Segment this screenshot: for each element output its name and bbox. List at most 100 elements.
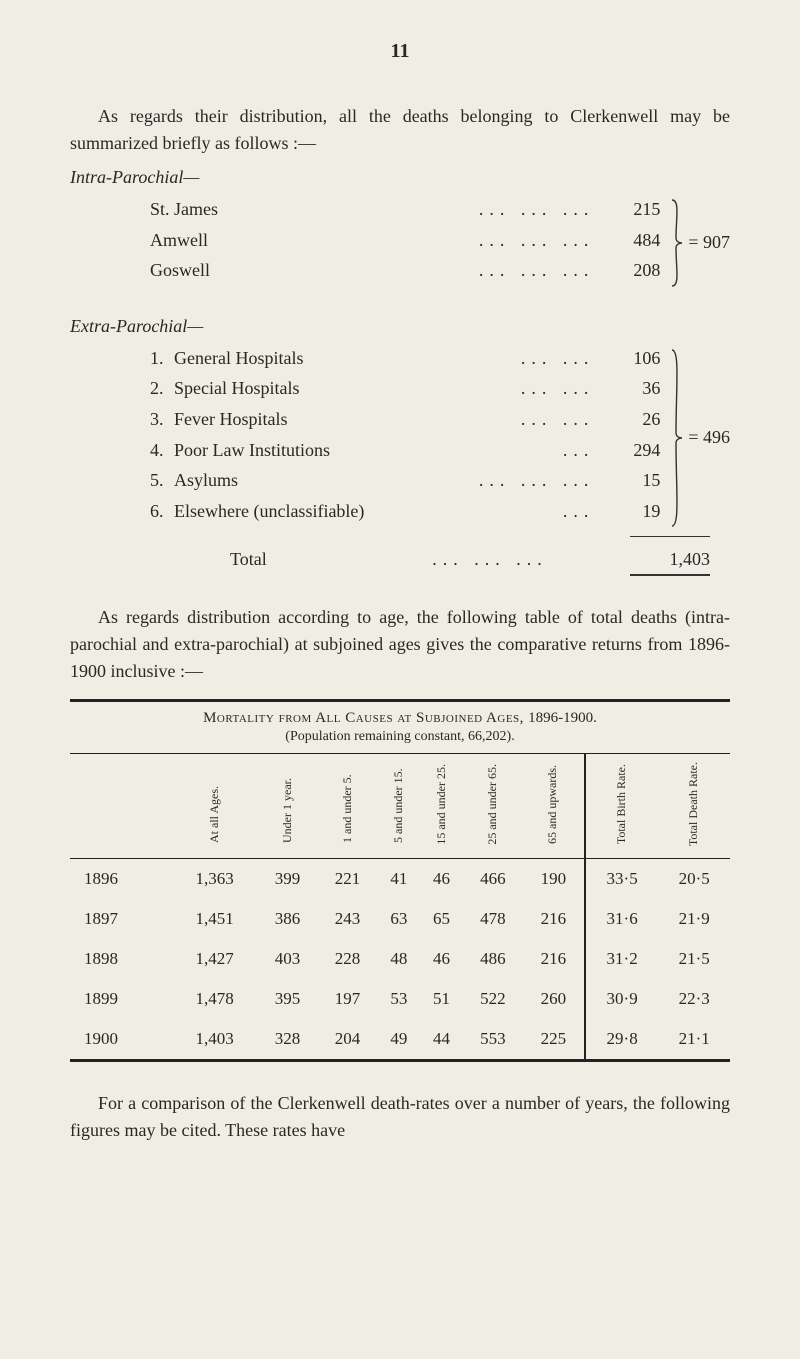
table-row: 1896 1,363 399 221 41 46 466 190 33·5 20…	[70, 859, 730, 900]
item-label: General Hospitals	[174, 343, 515, 374]
list-item: St. James ... ... ... 215	[150, 194, 670, 225]
mortality-table: At all Ages. Under 1 year. 1 and under 5…	[70, 753, 730, 1059]
extra-list: 1. General Hospitals ... ... 106 2. Spec…	[150, 343, 670, 527]
table-subtitle: (Population remaining constant, 66,202).	[70, 729, 730, 753]
paragraph-age-intro: As regards distribution according to age…	[70, 604, 730, 685]
cell: 30·9	[585, 979, 659, 1019]
cell: 41	[378, 859, 421, 900]
intra-parochial-block: St. James ... ... ... 215 Amwell ... ...…	[70, 194, 730, 292]
col-year	[70, 754, 172, 859]
grand-total-row: Total ... ... ... 1,403	[150, 549, 730, 570]
cell: 29·8	[585, 1019, 659, 1059]
list-item: 1. General Hospitals ... ... 106	[150, 343, 670, 374]
cell: 49	[378, 1019, 421, 1059]
item-label: Fever Hospitals	[174, 404, 515, 435]
cell: 553	[463, 1019, 523, 1059]
item-label: Goswell	[150, 255, 473, 286]
cell: 65	[420, 899, 463, 939]
dots: ... ... ...	[473, 465, 601, 496]
cell: 1896	[70, 859, 172, 900]
cell: 228	[318, 939, 378, 979]
item-label: Elsewhere (unclassifiable)	[174, 496, 557, 527]
col-5-15: 5 and under 15.	[378, 754, 421, 859]
item-number: 3.	[150, 404, 174, 435]
total-value: 1,403	[630, 549, 730, 570]
col-15-25: 15 and under 25.	[420, 754, 463, 859]
cell: 31·2	[585, 939, 659, 979]
list-item: 3. Fever Hospitals ... ... 26	[150, 404, 670, 435]
cell: 33·5	[585, 859, 659, 900]
table-header-row: At all Ages. Under 1 year. 1 and under 5…	[70, 754, 730, 859]
cell: 21·9	[658, 899, 730, 939]
cell: 46	[420, 859, 463, 900]
item-value: 215	[600, 194, 670, 225]
list-item: 6. Elsewhere (unclassifiable) ... 19	[150, 496, 670, 527]
table-row: 1897 1,451 386 243 63 65 478 216 31·6 21…	[70, 899, 730, 939]
extra-total: = 496	[684, 427, 730, 448]
rule-thick	[630, 574, 710, 576]
cell: 46	[420, 939, 463, 979]
dots: ... ...	[515, 373, 601, 404]
rule-short	[630, 536, 710, 537]
cell: 216	[523, 939, 585, 979]
dots: ... ...	[515, 404, 601, 435]
total-label: Total	[150, 549, 350, 570]
cell: 522	[463, 979, 523, 1019]
cell: 1900	[70, 1019, 172, 1059]
cell: 48	[378, 939, 421, 979]
col-all-ages: At all Ages.	[172, 754, 258, 859]
intra-heading: Intra-Parochial—	[70, 167, 730, 188]
dots: ... ... ...	[473, 194, 601, 225]
cell: 225	[523, 1019, 585, 1059]
cell: 221	[318, 859, 378, 900]
paragraph-closing: For a comparison of the Clerkenwell deat…	[70, 1090, 730, 1144]
cell: 1,451	[172, 899, 258, 939]
cell: 1,478	[172, 979, 258, 1019]
item-value: 208	[600, 255, 670, 286]
table-title-sc: Mortality from All Causes at Subjoined A…	[203, 710, 528, 726]
cell: 204	[318, 1019, 378, 1059]
list-item: Goswell ... ... ... 208	[150, 255, 670, 286]
cell: 21·5	[658, 939, 730, 979]
cell: 328	[258, 1019, 318, 1059]
item-label: St. James	[150, 194, 473, 225]
cell: 1,363	[172, 859, 258, 900]
intra-total: = 907	[684, 232, 730, 253]
col-1-5: 1 and under 5.	[318, 754, 378, 859]
cell: 51	[420, 979, 463, 1019]
cell: 20·5	[658, 859, 730, 900]
dots: ... ... ...	[350, 549, 630, 570]
cell: 466	[463, 859, 523, 900]
cell: 399	[258, 859, 318, 900]
cell: 190	[523, 859, 585, 900]
document-page: 11 As regards their distribution, all th…	[0, 0, 800, 1359]
extra-heading: Extra-Parochial—	[70, 316, 730, 337]
item-label: Poor Law Institutions	[174, 435, 557, 466]
col-under-1: Under 1 year.	[258, 754, 318, 859]
cell: 1,403	[172, 1019, 258, 1059]
cell: 21·1	[658, 1019, 730, 1059]
cell: 243	[318, 899, 378, 939]
cell: 44	[420, 1019, 463, 1059]
item-number: 1.	[150, 343, 174, 374]
cell: 386	[258, 899, 318, 939]
table-title-years: 1896-1900.	[528, 710, 597, 726]
cell: 403	[258, 939, 318, 979]
cell: 395	[258, 979, 318, 1019]
mortality-table-block: Mortality from All Causes at Subjoined A…	[70, 699, 730, 1062]
col-death-rate: Total Death Rate.	[658, 754, 730, 859]
item-value: 36	[600, 373, 670, 404]
cell: 22·3	[658, 979, 730, 1019]
item-number: 4.	[150, 435, 174, 466]
page-number: 11	[70, 40, 730, 63]
item-label: Special Hospitals	[174, 373, 515, 404]
dots: ... ... ...	[473, 255, 601, 286]
item-value: 484	[600, 225, 670, 256]
dots: ... ... ...	[473, 225, 601, 256]
list-item: Amwell ... ... ... 484	[150, 225, 670, 256]
dots: ...	[557, 496, 601, 527]
col-25-65: 25 and under 65.	[463, 754, 523, 859]
table-body: 1896 1,363 399 221 41 46 466 190 33·5 20…	[70, 859, 730, 1060]
item-number: 5.	[150, 465, 174, 496]
list-item: 4. Poor Law Institutions ... 294	[150, 435, 670, 466]
